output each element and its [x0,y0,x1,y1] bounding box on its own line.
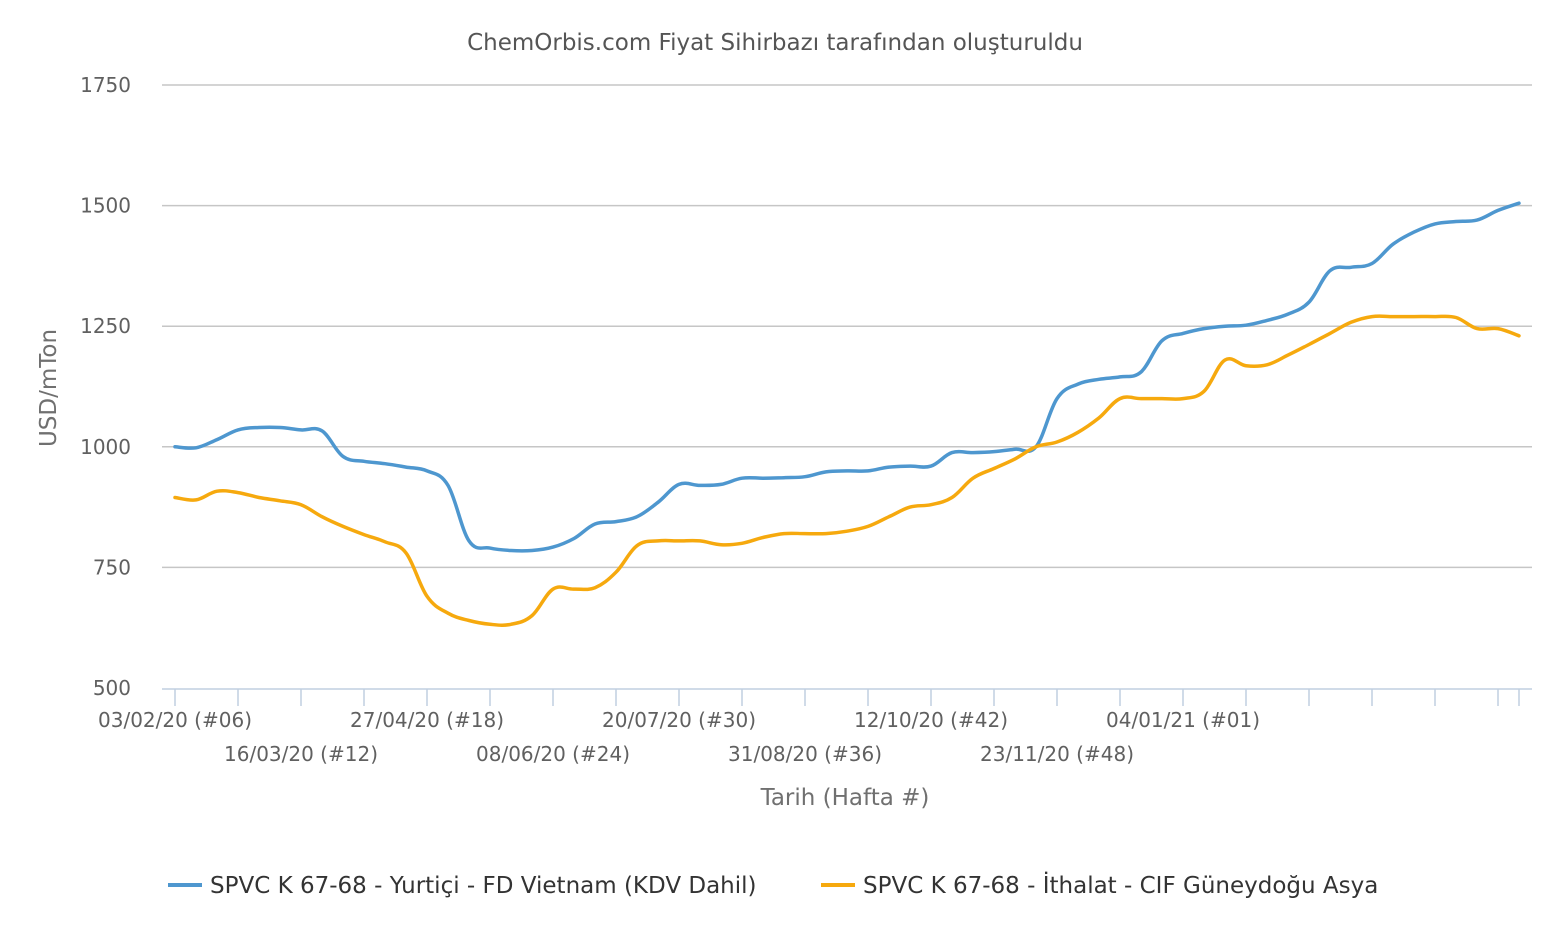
x-tick-label: 03/02/20 (#06) [98,708,252,732]
x-tick-label: 04/01/21 (#01) [1106,708,1260,732]
y-tick-label: 1000 [80,435,131,459]
legend-item-series-1[interactable]: SPVC K 67-68 - Yurtiçi - FD Vietnam (KDV… [168,873,757,899]
legend: SPVC K 67-68 - Yurtiçi - FD Vietnam (KDV… [168,871,1378,899]
x-tick-label: 16/03/20 (#12) [224,742,378,766]
y-axis-label: USD/mTon [36,329,62,447]
x-axis-label: Tarih (Hafta #) [760,785,930,811]
x-tick-label: 31/08/20 (#36) [728,742,882,766]
series-lines [173,201,1521,627]
x-tick-label: 23/11/20 (#48) [980,742,1134,766]
y-tick-label: 1250 [80,314,131,338]
legend-label-series-2: SPVC K 67-68 - İthalat - CIF Güneydoğu A… [863,871,1378,899]
chart-title: ChemOrbis.com Fiyat Sihirbazı tarafından… [467,30,1083,56]
series-line-1[interactable] [173,201,1521,553]
legend-label-series-1: SPVC K 67-68 - Yurtiçi - FD Vietnam (KDV… [210,873,757,899]
series-line-2[interactable] [173,314,1521,627]
x-tick-label: 27/04/20 (#18) [350,708,504,732]
y-tick-label: 1750 [80,73,131,97]
y-tick-label: 750 [93,555,131,579]
x-axis-ticks: 03/02/20 (#06) 16/03/20 (#12) 27/04/20 (#1… [98,689,1520,766]
grid-lines [162,84,1532,569]
x-tick-label: 20/07/20 (#30) [602,708,756,732]
y-tick-label: 500 [93,676,131,700]
legend-item-series-2[interactable]: SPVC K 67-68 - İthalat - CIF Güneydoğu A… [821,871,1378,899]
y-tick-label: 1500 [80,194,131,218]
x-tick-label: 12/10/20 (#42) [854,708,1008,732]
y-axis-ticks: 500 750 1000 1250 1500 1750 [80,73,131,700]
x-tick-label: 08/06/20 (#24) [476,742,630,766]
